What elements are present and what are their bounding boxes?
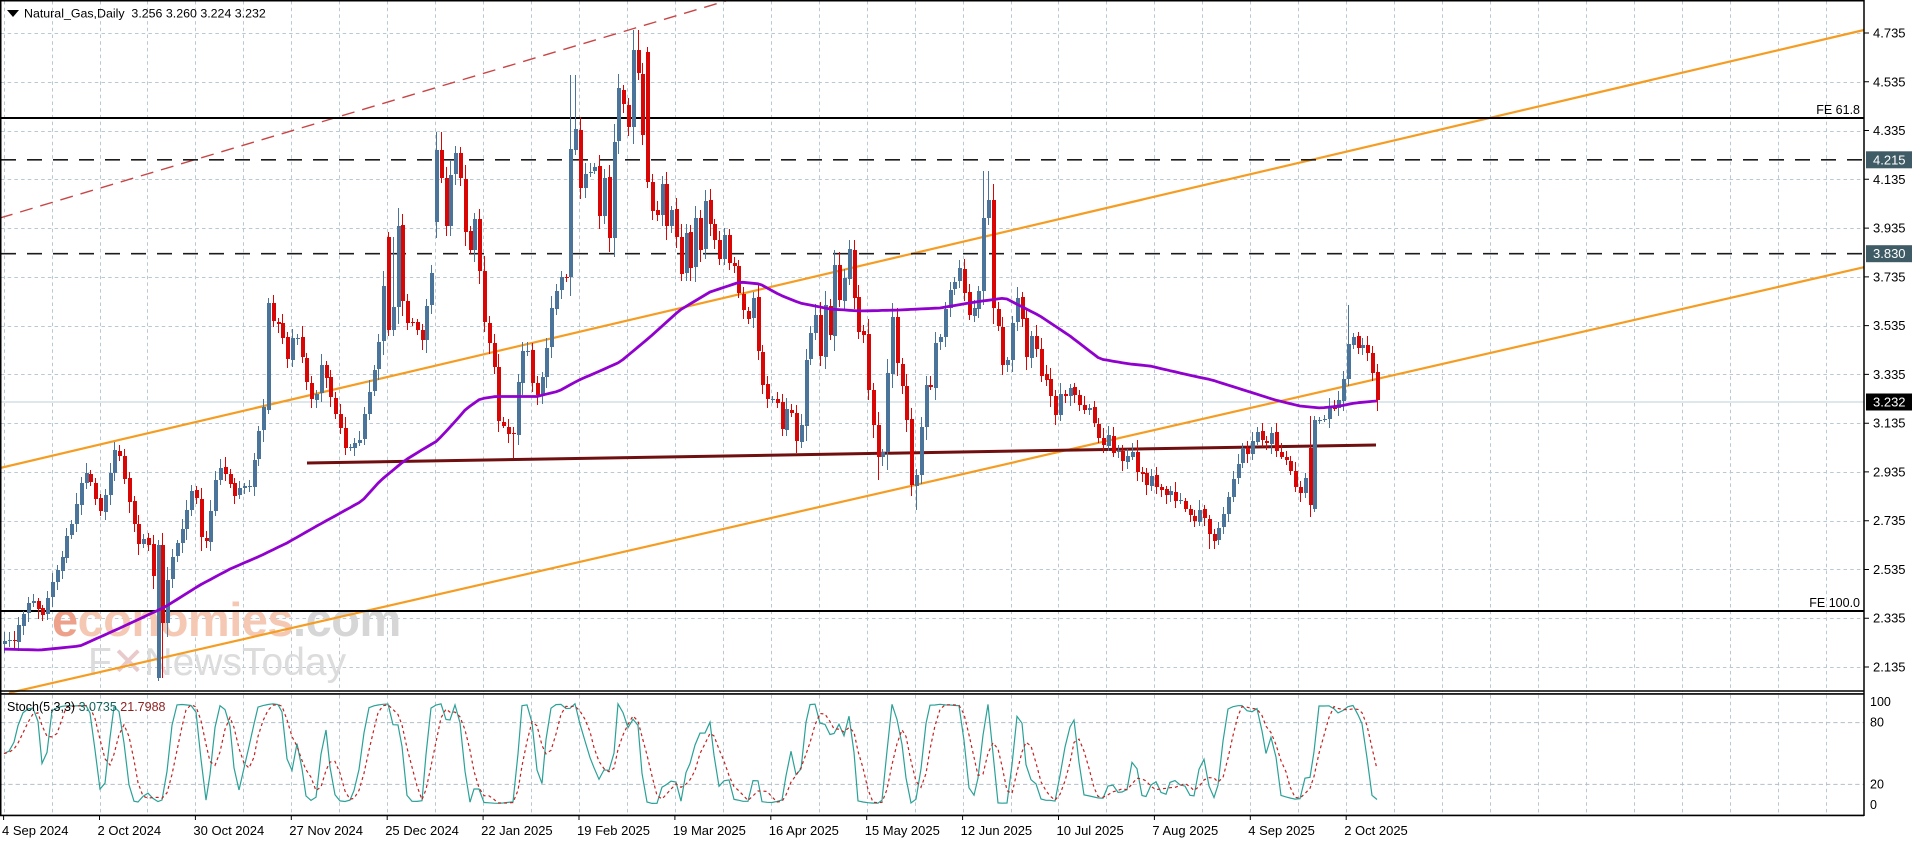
- svg-text:2.335: 2.335: [1873, 611, 1906, 626]
- svg-text:4 Sep 2025: 4 Sep 2025: [1248, 823, 1315, 838]
- svg-text:4.335: 4.335: [1873, 123, 1906, 138]
- svg-text:4.215: 4.215: [1873, 152, 1906, 167]
- svg-text:12 Jun 2025: 12 Jun 2025: [961, 823, 1033, 838]
- svg-text:7 Aug 2025: 7 Aug 2025: [1152, 823, 1218, 838]
- svg-text:19 Mar 2025: 19 Mar 2025: [673, 823, 746, 838]
- svg-text:27 Nov 2024: 27 Nov 2024: [289, 823, 363, 838]
- svg-text:3.735: 3.735: [1873, 269, 1906, 284]
- svg-text:Stoch(5,3,3) 3.0735 21.7988: Stoch(5,3,3) 3.0735 21.7988: [7, 700, 166, 714]
- svg-text:3.935: 3.935: [1873, 221, 1906, 236]
- svg-text:4.135: 4.135: [1873, 172, 1906, 187]
- svg-text:Natural_Gas,Daily 3.256 3.260: Natural_Gas,Daily 3.256 3.260 3.224 3.23…: [24, 7, 266, 21]
- svg-text:20: 20: [1870, 777, 1884, 791]
- svg-text:15 May 2025: 15 May 2025: [865, 823, 940, 838]
- svg-text:2 Oct 2024: 2 Oct 2024: [98, 823, 162, 838]
- svg-text:3.830: 3.830: [1873, 246, 1906, 261]
- svg-text:4 Sep 2024: 4 Sep 2024: [2, 823, 69, 838]
- svg-text:16 Apr 2025: 16 Apr 2025: [769, 823, 839, 838]
- svg-text:F✕NewsToday: F✕NewsToday: [88, 641, 347, 684]
- svg-text:10 Jul 2025: 10 Jul 2025: [1057, 823, 1124, 838]
- svg-text:2.935: 2.935: [1873, 464, 1906, 479]
- svg-text:FE 100.0: FE 100.0: [1809, 596, 1860, 610]
- svg-text:economies.com: economies.com: [52, 593, 401, 646]
- svg-text:3.335: 3.335: [1873, 367, 1906, 382]
- svg-text:0: 0: [1870, 798, 1877, 812]
- svg-text:19 Feb 2025: 19 Feb 2025: [577, 823, 650, 838]
- svg-text:2 Oct 2025: 2 Oct 2025: [1344, 823, 1408, 838]
- svg-text:3.232: 3.232: [1873, 395, 1906, 410]
- svg-text:25 Dec 2024: 25 Dec 2024: [385, 823, 459, 838]
- svg-text:FE 61.8: FE 61.8: [1816, 103, 1860, 117]
- svg-text:3.135: 3.135: [1873, 416, 1906, 431]
- svg-text:3.535: 3.535: [1873, 318, 1906, 333]
- svg-text:30 Oct 2024: 30 Oct 2024: [193, 823, 264, 838]
- svg-text:80: 80: [1870, 716, 1884, 730]
- svg-text:2.535: 2.535: [1873, 562, 1906, 577]
- svg-text:4.735: 4.735: [1873, 26, 1906, 41]
- svg-text:22 Jan 2025: 22 Jan 2025: [481, 823, 553, 838]
- svg-text:100: 100: [1870, 695, 1891, 709]
- svg-text:2.135: 2.135: [1873, 660, 1906, 675]
- svg-text:4.535: 4.535: [1873, 74, 1906, 89]
- svg-text:2.735: 2.735: [1873, 513, 1906, 528]
